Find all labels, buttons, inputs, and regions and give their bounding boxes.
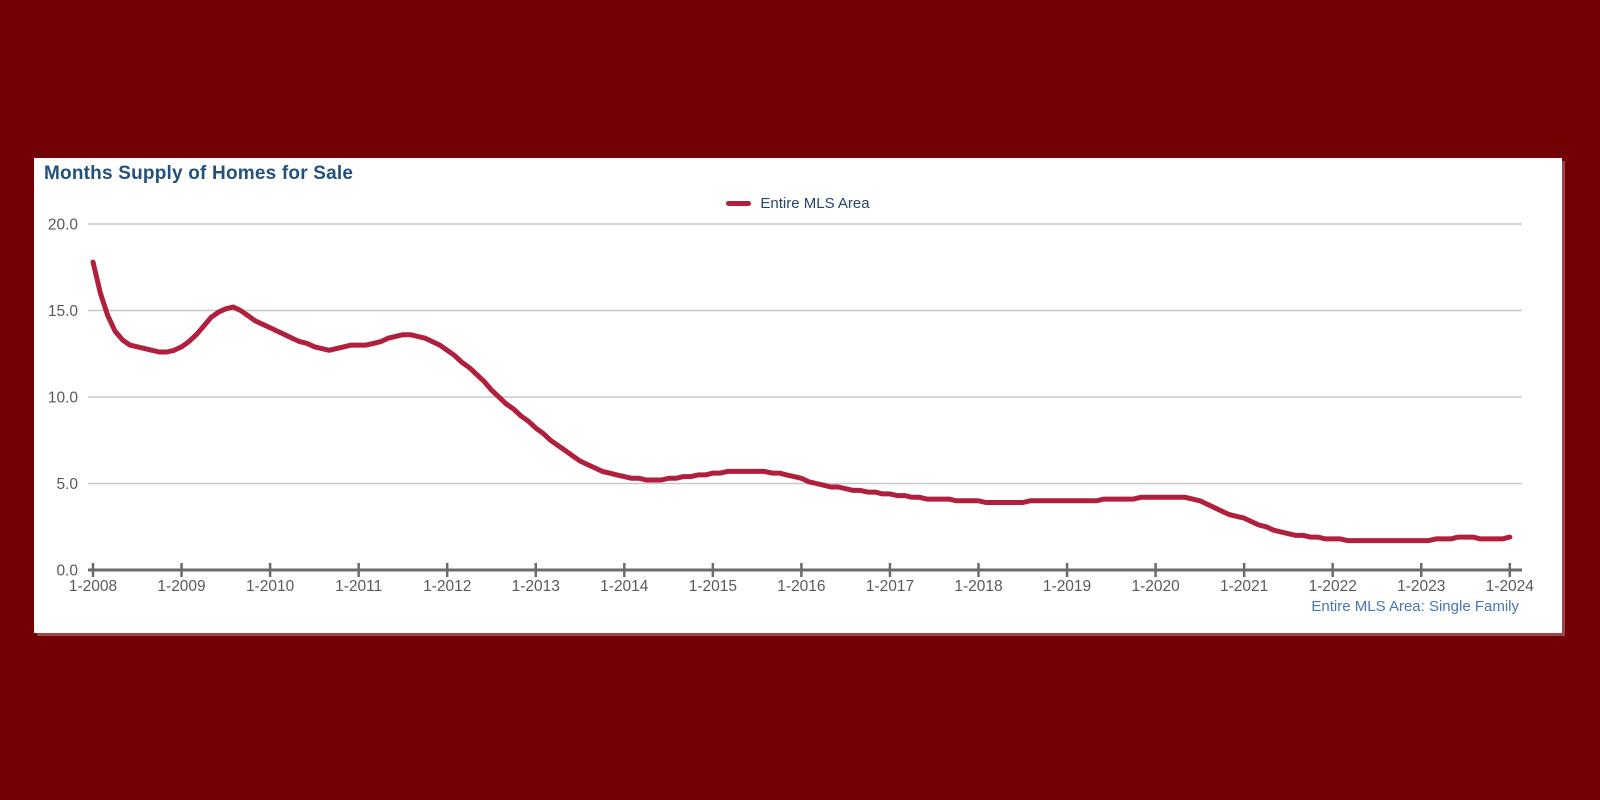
x-tick-label: 1-2015 xyxy=(689,578,737,595)
x-tick-label: 1-2023 xyxy=(1397,578,1445,595)
x-tick-label: 1-2017 xyxy=(866,578,914,595)
chart-title: Months Supply of Homes for Sale xyxy=(44,163,354,184)
x-tick-label: 1-2018 xyxy=(954,578,1002,595)
months-supply-chart: 1-2008 1-2009 1-2010 1-2011 1-2012 1-2013 1-20… xyxy=(48,217,1535,596)
x-tick-label: 1-2011 xyxy=(335,578,382,595)
x-tick-label: 1-2013 xyxy=(512,578,560,595)
x-tick-label: 1-2021 xyxy=(1220,578,1268,595)
x-tick-label: 1-2014 xyxy=(600,578,649,595)
x-tick-label: 1-2012 xyxy=(423,578,471,595)
x-tick-label: 1-2016 xyxy=(777,578,825,595)
y-tick-label: 10.0 xyxy=(48,390,79,407)
supply-line xyxy=(90,259,1513,544)
x-tick-label: 1-2022 xyxy=(1309,578,1357,595)
chart-panel: Months Supply of Homes for Sale Entire M… xyxy=(34,158,1562,633)
footer-note: Entire MLS Area: Single Family xyxy=(1311,598,1519,615)
x-tick-label: 1-2020 xyxy=(1131,578,1180,595)
x-tick-label: 1-2019 xyxy=(1043,578,1091,595)
y-tick-label: 5.0 xyxy=(56,476,78,493)
y-tick-label: 15.0 xyxy=(48,303,79,320)
y-tick-label: 0.0 xyxy=(56,563,78,580)
x-tick-label: 1-2009 xyxy=(157,578,205,595)
x-tick-label: 1-2008 xyxy=(69,578,117,595)
x-tick-label: 1-2024 xyxy=(1486,578,1535,595)
x-tick-label: 1-2010 xyxy=(246,578,295,595)
y-tick-label: 20.0 xyxy=(48,217,79,234)
